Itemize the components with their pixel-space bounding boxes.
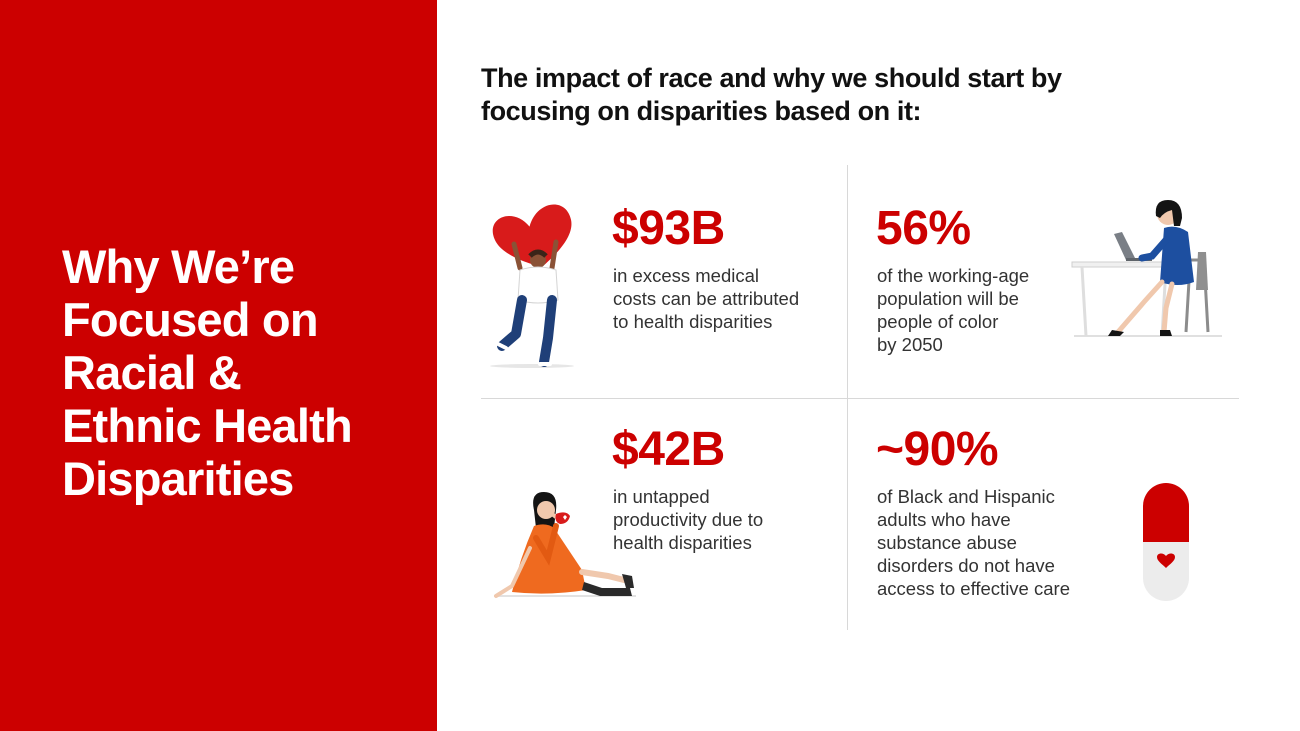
capsule-pill-illustration: [1143, 483, 1189, 601]
left-panel: Why We’re Focused on Racial & Ethnic Hea…: [0, 0, 437, 731]
stat-value: $42B: [612, 423, 725, 476]
woman-at-laptop-illustration: [1071, 200, 1222, 337]
woman-sitting-with-cup-illustration: [494, 492, 636, 598]
horizontal-divider: [481, 398, 1239, 399]
stat-value: ~90%: [876, 423, 999, 476]
stat-description: of the working-age population will be pe…: [877, 265, 1030, 355]
panel-title: Why We’re Focused on Racial & Ethnic Hea…: [62, 240, 353, 505]
stat-value: 56%: [876, 202, 971, 255]
stat-description: in excess medical costs can be attribute…: [613, 265, 800, 332]
stat-description: in untapped productivity due to health d…: [613, 486, 764, 553]
stat-value: $93B: [612, 202, 725, 255]
person-holding-heart-illustration: [490, 204, 574, 368]
page-heading: The impact of race and why we should sta…: [481, 63, 1062, 126]
stat-description: of Black and Hispanic adults who have su…: [877, 486, 1070, 599]
vertical-divider: [847, 165, 848, 630]
